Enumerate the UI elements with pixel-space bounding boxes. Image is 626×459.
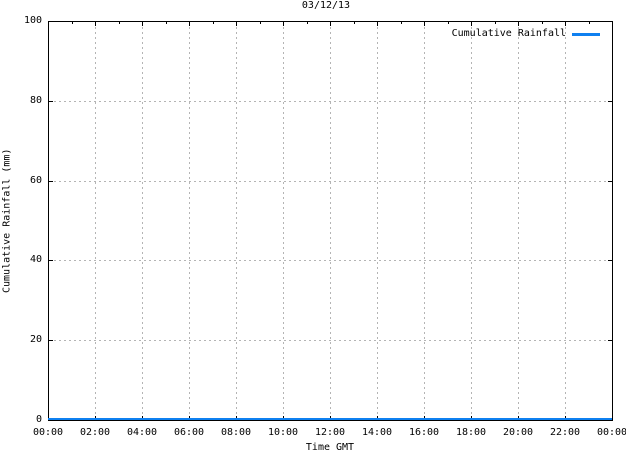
legend: Cumulative Rainfall [452, 28, 600, 40]
x-gridline [565, 22, 566, 420]
x-tick-label: 20:00 [502, 427, 534, 438]
y-axis-title: Cumulative Rainfall (mm) [1, 148, 13, 294]
x-tick-mark [565, 22, 566, 26]
x-tick-label: 00:00 [596, 427, 626, 438]
x-minor-tick-mark [260, 22, 261, 24]
x-gridline [471, 22, 472, 420]
x-minor-tick-mark [72, 22, 73, 24]
x-gridline [236, 22, 237, 420]
x-gridline [330, 22, 331, 420]
x-gridline [95, 22, 96, 420]
y-tick-label: 100 [23, 15, 42, 26]
x-tick-label: 06:00 [173, 427, 205, 438]
chart-title: 03/12/13 [301, 0, 351, 11]
y-gridline [49, 101, 612, 102]
x-minor-tick-mark [307, 22, 308, 24]
x-tick-label: 00:00 [32, 427, 64, 438]
x-tick-label: 18:00 [455, 427, 487, 438]
y-gridline [49, 340, 612, 341]
x-tick-mark [142, 22, 143, 26]
y-tick-label: 0 [35, 414, 42, 425]
x-tick-label: 14:00 [361, 427, 393, 438]
y-tick-mark [49, 181, 53, 182]
x-gridline [377, 22, 378, 420]
x-minor-tick-mark [495, 22, 496, 24]
x-gridline [424, 22, 425, 420]
y-tick-mark [608, 260, 612, 261]
x-tick-label: 22:00 [549, 427, 581, 438]
x-minor-tick-mark [401, 22, 402, 24]
x-gridline [283, 22, 284, 420]
series-layer [48, 418, 612, 420]
y-gridline [49, 181, 612, 182]
y-tick-mark [608, 101, 612, 102]
x-minor-tick-mark [119, 22, 120, 24]
y-tick-label: 40 [29, 254, 42, 265]
x-gridline [518, 22, 519, 420]
x-tick-mark [424, 22, 425, 26]
legend-label: Cumulative Rainfall [451, 28, 566, 39]
x-gridline [142, 22, 143, 420]
x-tick-mark [283, 22, 284, 26]
x-tick-mark [377, 22, 378, 26]
x-minor-tick-mark [354, 22, 355, 24]
x-tick-mark [236, 22, 237, 26]
x-tick-mark [95, 22, 96, 26]
x-tick-mark [330, 22, 331, 26]
x-tick-label: 08:00 [220, 427, 252, 438]
x-tick-mark [471, 22, 472, 26]
x-minor-tick-mark [166, 22, 167, 24]
x-tick-label: 10:00 [267, 427, 299, 438]
x-minor-tick-mark [542, 22, 543, 24]
plot-area [48, 21, 613, 421]
x-minor-tick-mark [448, 22, 449, 24]
x-minor-tick-mark [589, 22, 590, 24]
x-tick-label: 02:00 [79, 427, 111, 438]
y-tick-label: 20 [29, 334, 42, 345]
y-gridline [49, 260, 612, 261]
x-tick-label: 16:00 [408, 427, 440, 438]
y-tick-mark [608, 340, 612, 341]
x-tick-mark [518, 22, 519, 26]
legend-line-sample-icon [572, 32, 600, 36]
x-minor-tick-mark [213, 22, 214, 24]
x-tick-label: 12:00 [314, 427, 346, 438]
x-axis-title: Time GMT [305, 442, 355, 453]
x-tick-label: 04:00 [126, 427, 158, 438]
y-tick-mark [49, 101, 53, 102]
y-tick-label: 80 [29, 95, 42, 106]
y-tick-mark [49, 340, 53, 341]
x-gridline [189, 22, 190, 420]
y-tick-label: 60 [29, 175, 42, 186]
y-tick-mark [608, 181, 612, 182]
x-tick-mark [189, 22, 190, 26]
y-tick-mark [49, 260, 53, 261]
